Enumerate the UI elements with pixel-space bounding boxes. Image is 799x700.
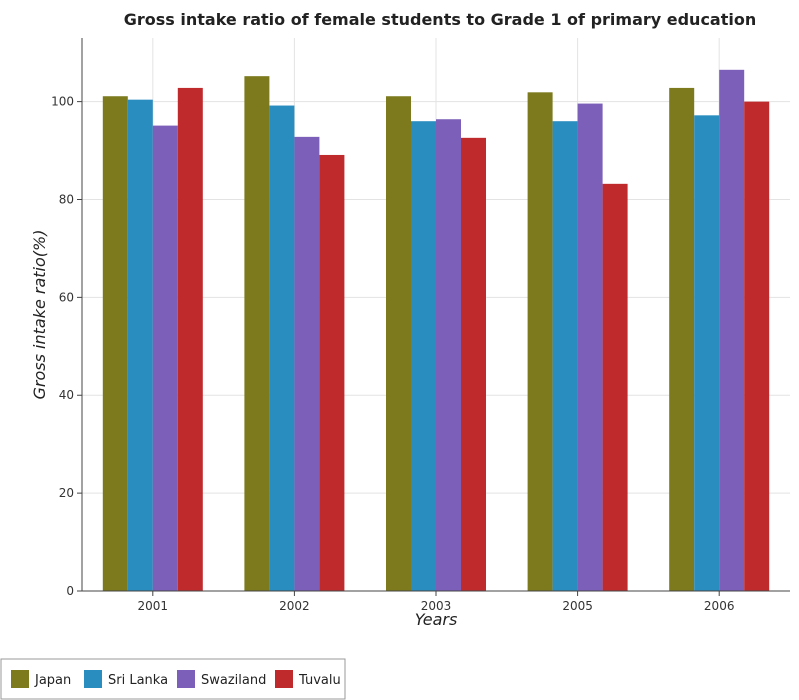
- legend-swatch: [84, 670, 102, 688]
- bar-tuvalu-2005: [602, 183, 628, 592]
- bar-tuvalu-2001: [177, 87, 203, 592]
- x-tick-label: 2001: [138, 599, 169, 613]
- bar-japan-2002: [244, 76, 270, 591]
- x-tick-label: 2003: [421, 599, 452, 613]
- bar-sri-lanka-2003: [411, 121, 436, 591]
- bar-swaziland-2001: [152, 125, 178, 591]
- y-tick-label: 80: [59, 192, 74, 206]
- y-axis-label: Gross intake ratio(%): [30, 230, 49, 400]
- bar-japan-2003: [386, 96, 411, 592]
- y-tick-label: 60: [59, 290, 74, 304]
- y-tick-label: 0: [66, 584, 74, 598]
- bar-tuvalu-2002: [319, 154, 345, 591]
- bar-japan-2001: [102, 96, 128, 592]
- legend-swatch: [275, 670, 293, 688]
- chart-title: Gross intake ratio of female students to…: [124, 10, 757, 29]
- legend: Japan Sri Lanka Swaziland Tuvalu: [0, 658, 346, 700]
- x-tick-label: 2006: [704, 599, 735, 613]
- x-ticks: 2001 2002 2003 2005 2006: [138, 591, 735, 613]
- bar-japan-2006: [669, 87, 695, 592]
- bars: [102, 69, 770, 592]
- legend-label: Swaziland: [201, 673, 266, 688]
- bar-swaziland-2006: [719, 69, 745, 591]
- bar-tuvalu-2006: [744, 101, 770, 591]
- bar-tuvalu-2003: [461, 137, 486, 592]
- bar-japan-2005: [527, 92, 553, 592]
- legend-swatch: [11, 670, 29, 688]
- y-tick-label: 40: [59, 388, 74, 402]
- bar-sri-lanka-2006: [694, 115, 720, 592]
- legend-label: Sri Lanka: [108, 673, 168, 688]
- bar-sri-lanka-2005: [552, 121, 578, 591]
- bar-swaziland-2002: [294, 136, 320, 592]
- y-ticks: 0 20 40 60 80 100: [51, 95, 82, 598]
- x-axis-label: Years: [415, 610, 458, 629]
- bar-sri-lanka-2002: [269, 105, 295, 591]
- legend-label: Japan: [34, 673, 71, 688]
- bar-sri-lanka-2001: [127, 99, 153, 591]
- bar-swaziland-2003: [436, 119, 461, 591]
- y-tick-label: 20: [59, 486, 74, 500]
- bar-swaziland-2005: [577, 103, 603, 591]
- x-tick-label: 2005: [562, 599, 593, 613]
- x-tick-label: 2002: [279, 599, 310, 613]
- legend-swatch: [177, 670, 195, 688]
- legend-label: Tuvalu: [298, 673, 341, 688]
- y-tick-label: 100: [51, 95, 74, 109]
